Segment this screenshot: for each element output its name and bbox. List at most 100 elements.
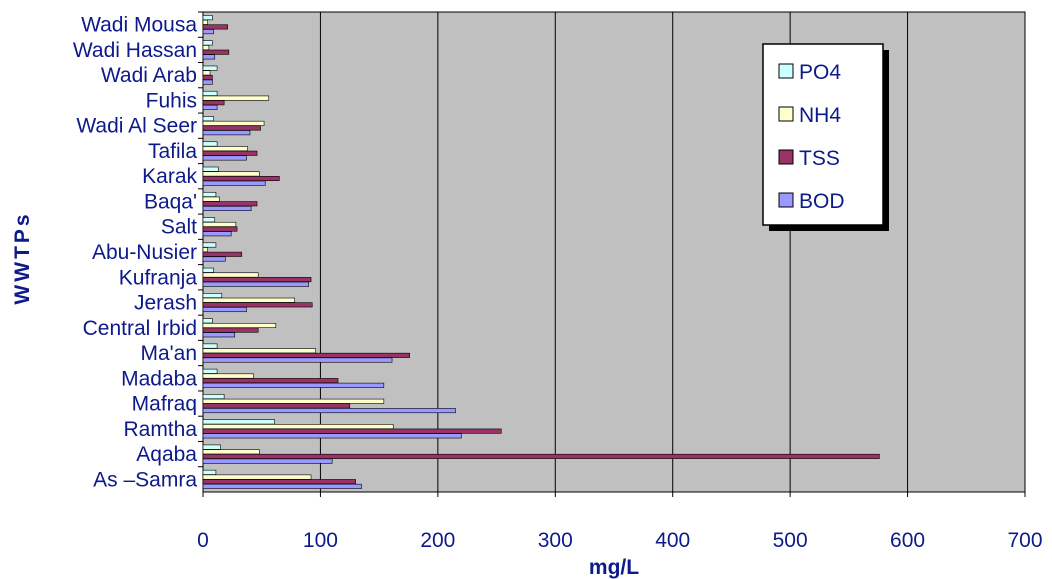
bar-tss xyxy=(202,277,312,283)
bar-nh4 xyxy=(202,120,265,126)
bar-bod xyxy=(202,281,309,287)
bar-tss xyxy=(202,201,258,207)
bar-bod xyxy=(202,483,362,489)
bar-po4 xyxy=(202,15,213,21)
x-tick-label: 400 xyxy=(655,529,690,552)
bar-po4 xyxy=(202,293,223,299)
bar-bod xyxy=(202,332,236,338)
bar-bod xyxy=(202,205,252,211)
bar-po4 xyxy=(202,90,218,96)
category-label: Wadi Mousa xyxy=(81,14,197,37)
bar-po4 xyxy=(202,166,219,172)
bar-tss xyxy=(202,100,225,106)
legend-items: PO4 NH4 TSS BOD xyxy=(778,61,845,213)
bar-nh4 xyxy=(202,424,394,430)
bar-po4 xyxy=(202,267,214,273)
bar-nh4 xyxy=(202,146,248,152)
legend: PO4 NH4 TSS BOD xyxy=(762,43,889,231)
category-label: Abu-Nusier xyxy=(92,241,197,264)
bar-nh4 xyxy=(202,171,260,177)
bar-nh4 xyxy=(202,474,312,480)
category-label: Ramtha xyxy=(123,418,197,441)
bar-nh4 xyxy=(202,95,270,101)
bar-bod xyxy=(202,433,462,439)
bar-po4 xyxy=(202,444,221,450)
bar-nh4 xyxy=(202,297,295,303)
category-label: Wadi Hassan xyxy=(73,39,197,62)
bar-nh4 xyxy=(202,247,208,253)
bar-bod xyxy=(202,104,218,110)
bar-bod xyxy=(202,256,226,262)
bar-bod xyxy=(202,155,247,161)
bar-po4 xyxy=(202,343,218,349)
category-label: Mafraq xyxy=(132,393,197,416)
category-label: Karak xyxy=(142,165,197,188)
x-tick-label: 700 xyxy=(1007,529,1042,552)
category-label: Wadi Arab xyxy=(101,64,197,87)
bar-tss xyxy=(202,327,259,333)
bar-tss xyxy=(202,176,280,182)
bar-nh4 xyxy=(202,398,385,404)
bar-tss xyxy=(202,352,410,358)
legend-label: PO4 xyxy=(799,61,841,84)
bar-tss xyxy=(202,378,339,384)
bar-nh4 xyxy=(202,322,277,328)
bar-bod xyxy=(202,408,456,414)
bar-nh4 xyxy=(202,449,260,455)
bar-nh4 xyxy=(202,272,259,278)
bar-tss xyxy=(202,150,258,156)
bar-po4 xyxy=(202,116,214,122)
bar-po4 xyxy=(202,40,213,46)
bar-po4 xyxy=(202,141,218,147)
legend-swatch-nh4 xyxy=(778,106,794,122)
legend-swatch-tss xyxy=(778,149,794,165)
bar-bod xyxy=(202,29,214,35)
bar-bod xyxy=(202,231,232,237)
legend-swatch-bod xyxy=(778,192,794,208)
bar-bod xyxy=(202,79,213,85)
bar-nh4 xyxy=(202,196,220,202)
x-tick-label: 200 xyxy=(420,529,455,552)
legend-label: NH4 xyxy=(799,104,841,127)
category-label: Ma'an xyxy=(140,342,197,365)
bar-tss xyxy=(202,453,880,459)
category-label: Fuhis xyxy=(146,89,197,112)
bar-po4 xyxy=(202,217,216,223)
bar-tss xyxy=(202,251,243,257)
x-axis-title: mg/L xyxy=(589,556,639,579)
category-label: Jerash xyxy=(134,292,197,315)
bar-nh4 xyxy=(202,45,210,51)
bar-po4 xyxy=(202,65,218,71)
bar-nh4 xyxy=(202,373,254,379)
category-label: Central Irbid xyxy=(83,317,197,340)
category-label: Kufranja xyxy=(119,266,198,289)
x-tick-label: 500 xyxy=(773,529,808,552)
bar-tss xyxy=(202,226,238,232)
bar-tss xyxy=(202,49,230,55)
legend-label: TSS xyxy=(799,147,840,170)
bar-po4 xyxy=(202,191,217,197)
bar-tss xyxy=(202,24,228,30)
category-label: As –Samra xyxy=(93,468,197,491)
bar-nh4 xyxy=(202,221,237,227)
x-tick-label: 300 xyxy=(538,529,573,552)
category-label: Salt xyxy=(161,216,197,239)
bar-po4 xyxy=(202,368,218,374)
bar-nh4 xyxy=(202,70,211,76)
bar-tss xyxy=(202,125,261,131)
category-label: Baqa' xyxy=(144,190,197,213)
bar-bod xyxy=(202,130,251,136)
category-label: Tafila xyxy=(148,140,197,163)
bar-bod xyxy=(202,180,266,186)
category-label: Wadi Al Seer xyxy=(76,115,197,138)
bar-bod xyxy=(202,54,216,60)
bars xyxy=(202,15,880,489)
x-tick-labels: 0 100 200 300 400 500 600 700 xyxy=(197,492,1043,552)
y-axis-title: WWTPs xyxy=(11,211,34,304)
legend-label: BOD xyxy=(799,190,845,213)
bar-bod xyxy=(202,307,247,313)
category-label: Madaba xyxy=(121,367,197,390)
bar-bod xyxy=(202,382,385,388)
bar-bod xyxy=(202,357,393,363)
